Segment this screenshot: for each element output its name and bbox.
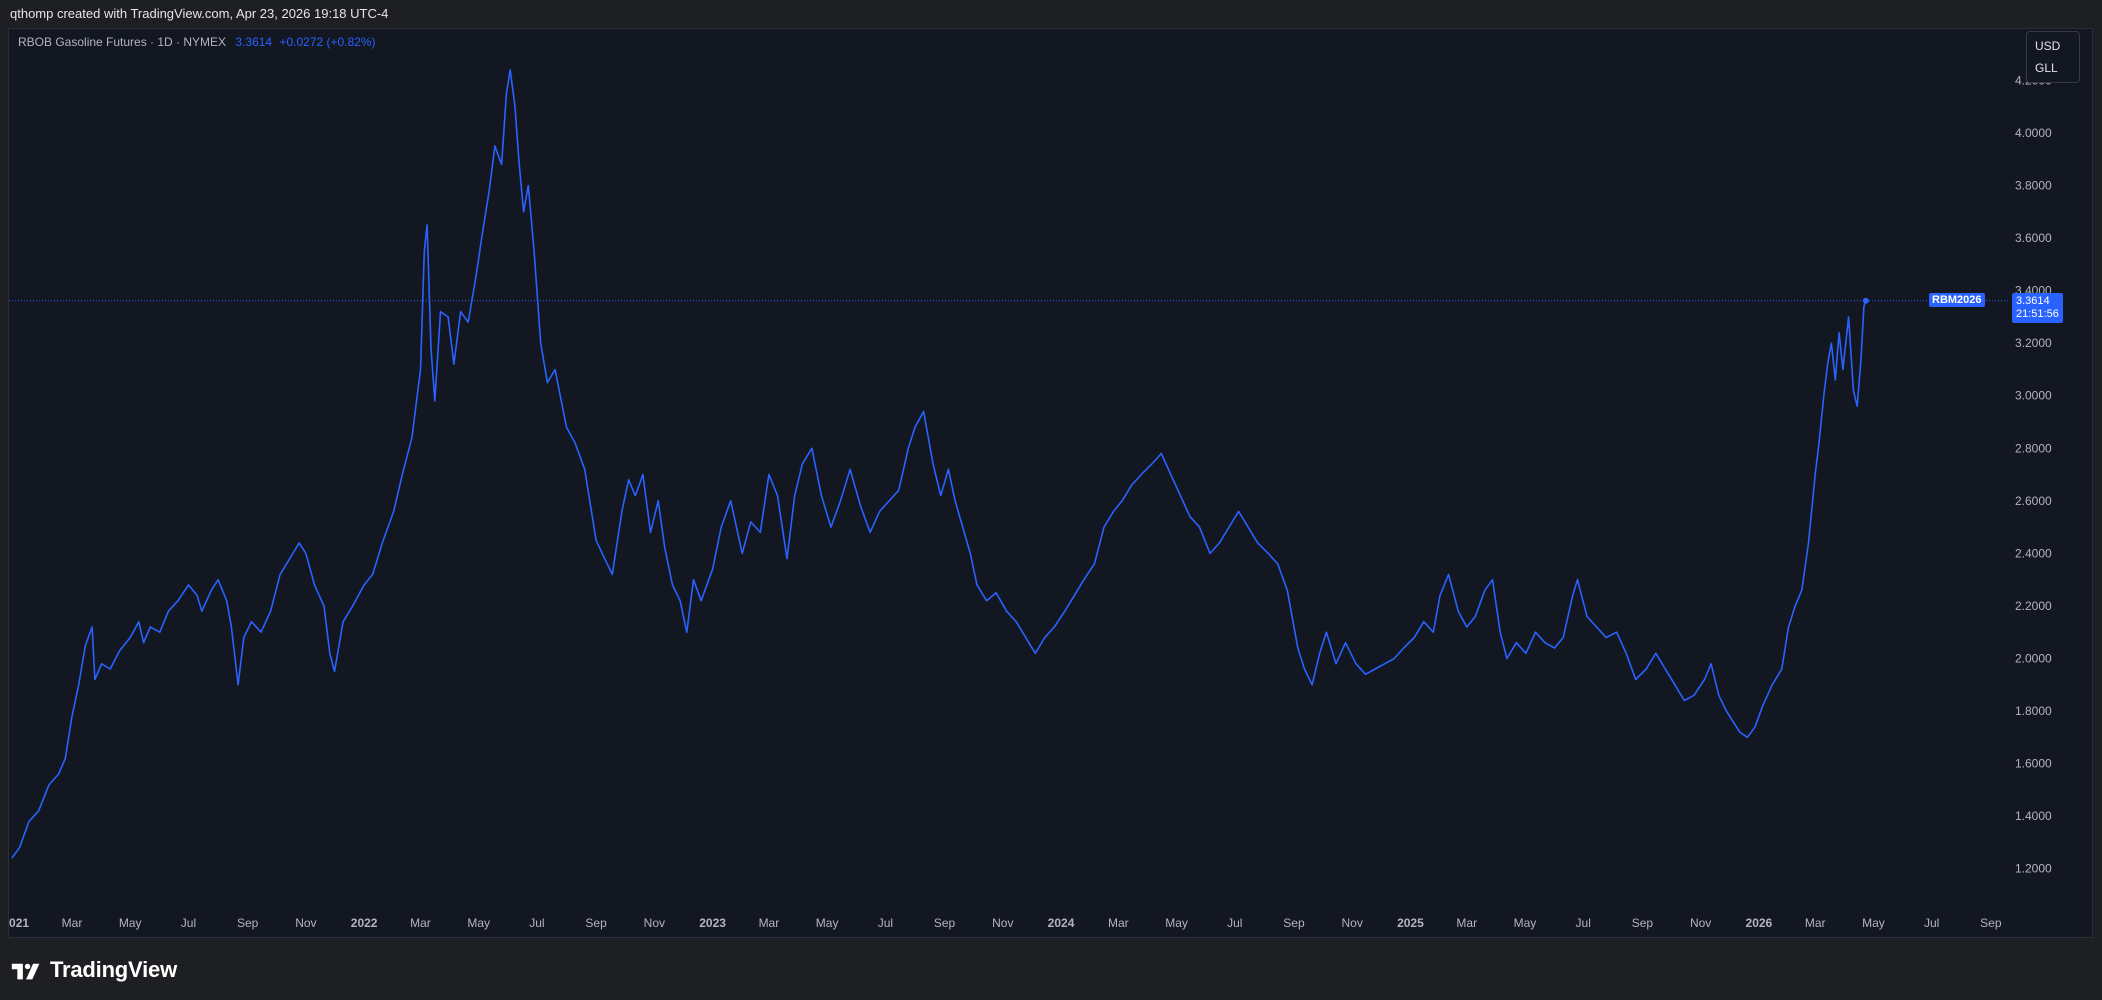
symbol-description[interactable]: RBOB Gasoline Futures · 1D · NYMEX [18,35,227,49]
x-tick-label: Nov [1690,916,1711,930]
last-price-label: 3.3614 21:51:56 [2012,292,2063,323]
tradingview-wordmark: TradingView [50,957,177,982]
y-tick-label: 1.2000 [2015,862,2052,876]
last-price-ticker-tag: RBM2026 [1929,292,1985,307]
bar-countdown: 21:51:56 [2016,307,2059,320]
y-tick-label: 1.8000 [2015,704,2052,718]
x-tick-label: 2022 [351,916,378,930]
x-tick-label: Nov [1342,916,1363,930]
y-tick-label: 1.4000 [2015,809,2052,823]
y-tick-label: 1.6000 [2015,757,2052,771]
unit-selector[interactable]: USD GLL [2026,31,2080,83]
last-price-value: 3.3614 [2016,294,2050,307]
tradingview-logo-icon [11,963,40,980]
x-tick-label: Nov [295,916,316,930]
x-tick-label: Jul [1576,916,1591,930]
x-tick-label: Nov [644,916,665,930]
x-tick-label: Sep [1283,916,1305,930]
x-tick-label: May [1514,916,1537,930]
tradingview-branding[interactable]: TradingView [10,946,177,994]
x-tick-label: Sep [237,916,259,930]
y-tick-label: 2.0000 [2015,652,2052,666]
x-tick-label: Jul [181,916,196,930]
x-tick-label: Mar [1456,916,1477,930]
price-chart[interactable]: 1.2000 1.4000 1.6000 1.8000 2.0000 2.2000 2.40… [9,29,2093,938]
y-tick-label: 2.2000 [2015,599,2052,613]
last-price-marker [1862,297,1869,304]
legend-change: +0.0272 (+0.82%) [279,35,376,49]
x-tick-label: 2023 [699,916,726,930]
chart-area[interactable]: 1.2000 1.4000 1.6000 1.8000 2.0000 2.2000 2.40… [8,28,2093,938]
measure-unit[interactable]: GLL [2035,61,2058,75]
symbol-legend[interactable]: RBOB Gasoline Futures · 1D · NYMEX 3.361… [18,35,376,49]
x-tick-label: May [1165,916,1188,930]
x-tick-label: Sep [585,916,607,930]
y-tick-label: 3.6000 [2015,231,2052,245]
x-tick-label: 2021 [9,916,29,930]
x-tick-label: May [816,916,839,930]
x-tick-label: Sep [1980,916,2002,930]
y-tick-label: 4.0000 [2015,126,2052,140]
x-tick-label: 2024 [1048,916,1075,930]
x-tick-label: 2026 [1746,916,1773,930]
y-tick-label: 2.6000 [2015,494,2052,508]
x-tick-label: Mar [1108,916,1129,930]
x-tick-label: Mar [1805,916,1826,930]
x-tick-label: 2025 [1397,916,1424,930]
y-tick-label: 3.8000 [2015,179,2052,193]
x-tick-label: May [119,916,142,930]
y-tick-label: 2.8000 [2015,441,2052,455]
x-tick-label: Mar [759,916,780,930]
y-tick-label: 3.0000 [2015,389,2052,403]
x-tick-label: Jul [878,916,893,930]
x-tick-label: May [1862,916,1885,930]
x-tick-label: Jul [529,916,544,930]
x-tick-label: Sep [1632,916,1654,930]
chart-caption: qthomp created with TradingView.com, Apr… [10,6,389,21]
x-tick-label: May [467,916,490,930]
currency-unit[interactable]: USD [2035,39,2061,53]
x-tick-label: Mar [410,916,431,930]
x-tick-label: Jul [1924,916,1939,930]
x-tick-label: Nov [992,916,1013,930]
y-tick-label: 2.4000 [2015,546,2052,560]
x-tick-label: Sep [934,916,956,930]
price-series-line [11,69,1867,859]
y-tick-label: 3.2000 [2015,336,2052,350]
x-tick-label: Jul [1227,916,1242,930]
x-tick-label: Mar [62,916,83,930]
legend-price: 3.3614 [235,35,273,49]
